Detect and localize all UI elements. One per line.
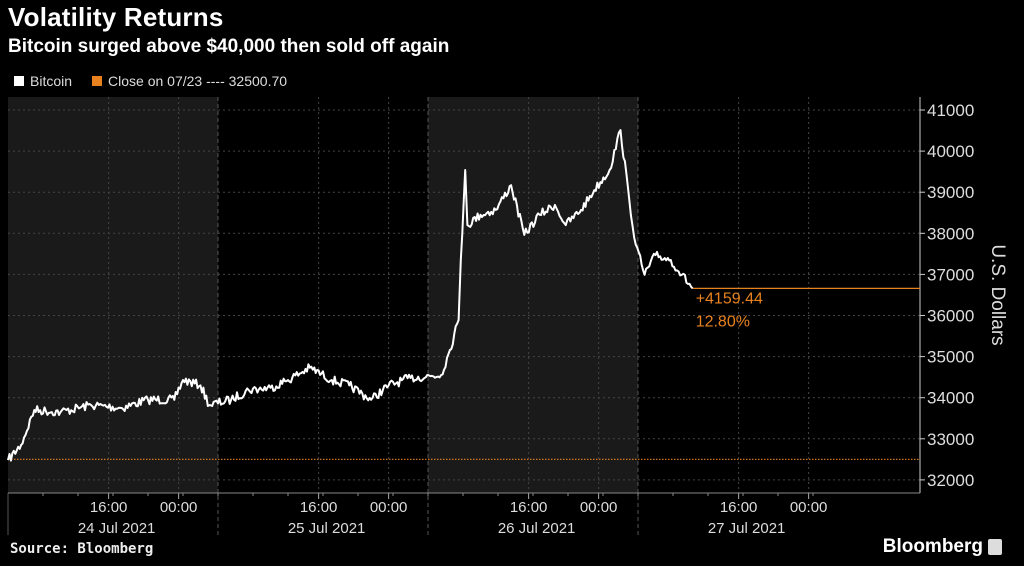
y-tick-label: 32000 [927, 471, 974, 490]
legend: Bitcoin Close on 07/23 ---- 32500.70 [14, 73, 287, 89]
legend-label-reference: Close on 07/23 ---- 32500.70 [108, 73, 288, 89]
brand-logo: Bloomberg [883, 536, 1002, 558]
source-note: Source: Bloomberg [10, 541, 154, 557]
day-band-shaded [8, 97, 218, 493]
chart-title: Volatility Returns [8, 2, 224, 32]
day-label: 27 Jul 2021 [708, 520, 786, 537]
legend-swatch-bitcoin [14, 76, 24, 86]
y-axis-label: U.S. Dollars [987, 244, 1008, 345]
y-tick-label: 41000 [927, 101, 974, 120]
x-tick-label: 00:00 [790, 499, 828, 516]
y-tick-label: 35000 [927, 348, 974, 367]
day-band-shaded [428, 97, 638, 493]
y-tick-label: 39000 [927, 183, 974, 202]
x-tick-label: 00:00 [370, 499, 408, 516]
y-tick-label: 34000 [927, 389, 974, 408]
percent-annotation: 12.80% [696, 313, 750, 330]
legend-label-bitcoin: Bitcoin [30, 73, 73, 89]
brand-name: Bloomberg [882, 536, 983, 557]
y-tick-label: 38000 [927, 224, 974, 243]
change-annotation: +4159.44 [696, 290, 763, 307]
series-line-bitcoin [7, 129, 694, 462]
y-tick-label: 33000 [927, 430, 974, 449]
x-tick-label: 16:00 [720, 499, 758, 516]
chart-subtitle: Bitcoin surged above $40,000 then sold o… [8, 36, 450, 57]
legend-swatch-reference [92, 76, 103, 86]
x-tick-label: 16:00 [90, 499, 128, 516]
y-tick-label: 37000 [927, 265, 974, 284]
y-tick-label: 40000 [927, 142, 974, 161]
day-label: 24 Jul 2021 [78, 520, 156, 537]
x-tick-label: 00:00 [160, 499, 198, 516]
x-tick-label: 00:00 [580, 499, 618, 516]
bloomberg-terminal-icon [988, 539, 1002, 555]
y-tick-label: 36000 [927, 307, 974, 326]
x-tick-label: 16:00 [510, 499, 548, 516]
x-tick-label: 16:00 [300, 499, 338, 516]
day-label: 26 Jul 2021 [498, 520, 576, 537]
day-label: 25 Jul 2021 [288, 520, 366, 537]
